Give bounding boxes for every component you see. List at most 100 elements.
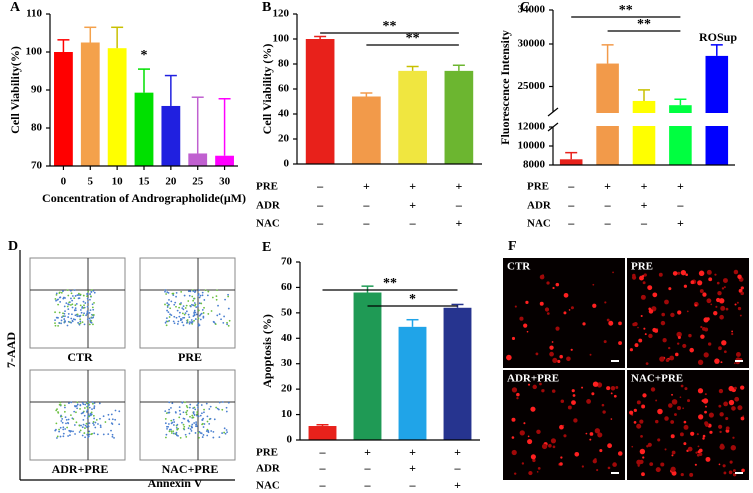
cell — [612, 271, 614, 274]
x-tick-label: 25 — [192, 176, 204, 188]
flow-event — [82, 314, 85, 317]
flow-event — [193, 314, 196, 317]
cell — [530, 454, 536, 460]
flow-event — [65, 422, 67, 425]
flow-event — [175, 433, 178, 436]
cell — [548, 443, 552, 448]
scale-bar — [735, 472, 743, 474]
cell — [559, 462, 563, 466]
cell — [639, 459, 644, 464]
cell — [698, 414, 704, 420]
flow-event — [82, 423, 85, 426]
flow-event — [165, 324, 168, 327]
cell — [740, 385, 745, 390]
cell — [610, 385, 616, 391]
flow-event — [186, 322, 188, 324]
flow-event — [86, 292, 89, 295]
image-label: ADR+PRE — [507, 373, 559, 385]
cell — [714, 358, 720, 364]
flow-event — [87, 290, 90, 293]
cell — [706, 269, 712, 275]
flow-event — [185, 304, 188, 307]
cell — [689, 347, 694, 353]
flow-event — [110, 413, 113, 416]
cell — [527, 435, 530, 438]
flow-event — [90, 290, 93, 293]
panel-label: B — [262, 0, 271, 15]
flow-event — [64, 320, 67, 323]
flow-event — [203, 423, 206, 425]
flow-event — [183, 425, 186, 428]
flow-event — [67, 418, 70, 421]
cell — [549, 345, 554, 350]
flow-event — [182, 423, 185, 426]
flow-event — [118, 410, 121, 413]
flow-event — [176, 428, 179, 431]
flow-event — [75, 303, 78, 305]
flow-event — [58, 291, 61, 294]
cell — [723, 401, 729, 407]
flow-event — [86, 311, 89, 314]
flow-event — [92, 308, 95, 311]
flow-event — [82, 294, 85, 297]
flow-event — [92, 290, 95, 292]
cell — [607, 443, 613, 449]
flow-event — [166, 425, 168, 428]
flow-event — [192, 304, 195, 307]
treatment-name: ADR — [256, 200, 281, 212]
treatment-mark: + — [409, 461, 416, 475]
flow-event — [195, 425, 198, 428]
cell — [567, 405, 572, 410]
flow-event — [83, 312, 85, 315]
flow-event — [182, 316, 184, 319]
flow-event — [206, 434, 209, 437]
cell — [637, 464, 640, 467]
flow-event — [170, 428, 172, 431]
cell — [639, 448, 646, 455]
treatment-name: NAC — [256, 480, 280, 492]
cell — [672, 271, 678, 276]
cell — [721, 340, 727, 346]
flow-event — [174, 301, 177, 304]
cell — [585, 432, 588, 435]
flow-event — [78, 292, 80, 295]
flow-event — [93, 407, 96, 410]
cell — [636, 423, 642, 429]
flow-event — [94, 426, 97, 429]
flow-event — [86, 305, 89, 308]
flow-event — [61, 316, 63, 319]
flow-event — [79, 293, 82, 296]
treatment-mark: – — [316, 198, 324, 212]
flow-event — [199, 432, 202, 434]
flow-event — [175, 411, 177, 414]
flow-event — [93, 417, 95, 420]
cell — [599, 449, 603, 453]
flow-event — [62, 297, 65, 300]
cell — [612, 462, 617, 467]
cell — [725, 416, 729, 421]
flow-event — [227, 295, 230, 298]
flow-event — [195, 313, 198, 316]
cell — [591, 392, 595, 396]
cell — [631, 275, 637, 280]
cell — [592, 381, 599, 387]
flow-event — [204, 289, 207, 292]
panel-label: A — [10, 0, 21, 15]
panel-label: C — [520, 0, 530, 15]
cell — [562, 424, 565, 427]
flow-event — [198, 314, 201, 317]
flow-event — [192, 290, 195, 292]
cell — [544, 307, 550, 312]
flow-event — [170, 300, 173, 303]
flow-event — [87, 401, 90, 404]
flow-event — [175, 292, 178, 294]
flow-event — [211, 296, 214, 299]
treatment-name: ADR — [256, 463, 281, 475]
y-tick-label: 80 — [31, 122, 43, 134]
flow-event — [188, 322, 191, 325]
flow-event — [191, 321, 193, 323]
treatment-mark: – — [567, 198, 575, 212]
treatment-mark: + — [677, 216, 684, 230]
flow-event — [183, 294, 186, 297]
flow-event — [63, 318, 66, 320]
